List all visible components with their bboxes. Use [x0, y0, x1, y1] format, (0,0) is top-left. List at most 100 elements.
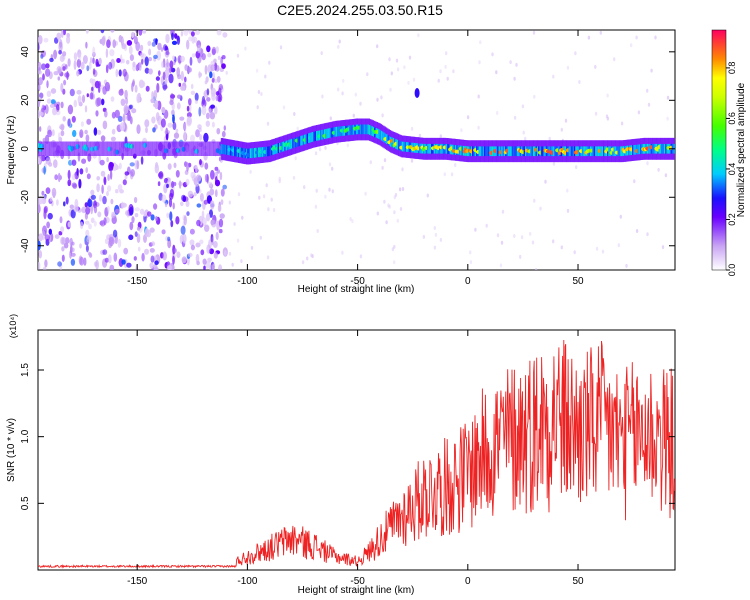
snr-x-tick-label: 50 — [572, 576, 584, 587]
spectrogram-noise-cell — [152, 127, 156, 133]
spectrogram-noise-cell — [396, 67, 400, 72]
spectrogram-noise-cell — [454, 163, 457, 167]
spectrogram-noise-cell — [466, 115, 470, 120]
spectrogram-noise-cell — [124, 89, 128, 100]
spectrogram-noise-cell — [446, 76, 449, 81]
spectrogram-noise-cell — [173, 162, 177, 169]
spectrogram-noise-cell — [121, 259, 126, 265]
spectrogram-noise-cell — [214, 189, 218, 198]
spectrogram-noise-cell — [99, 159, 105, 166]
spectrogram-noise-cell — [646, 161, 649, 166]
spectrogram-noise-cell — [41, 230, 46, 241]
spectrogram-noise-cell — [53, 71, 59, 76]
ridge-cell — [222, 144, 225, 154]
spectrogram-noise-cell — [180, 225, 186, 235]
ridge-cell — [145, 141, 148, 156]
spectrogram-noise-cell — [169, 188, 175, 198]
spectrogram-noise-cell — [407, 80, 410, 85]
spectrogram-noise-cell — [152, 103, 158, 108]
spectrogram-noise-cell — [613, 57, 616, 62]
spectrogram-noise-cell — [40, 63, 47, 70]
spectrogram-noise-cell — [98, 57, 102, 65]
spectrogram-noise-cell — [209, 112, 216, 120]
spectrogram-noise-cell — [59, 54, 65, 63]
spectrogram-noise-cell — [189, 228, 195, 235]
spectrogram-noise-cell — [219, 213, 225, 219]
spectrogram-noise-cell — [156, 82, 160, 93]
spectrogram-noise-cell — [70, 252, 76, 257]
spectrogram-noise-cell — [172, 55, 175, 61]
ridge-cell — [129, 141, 132, 156]
spectrogram-noise-cell — [110, 211, 116, 219]
spectrogram-noise-cell — [257, 90, 261, 94]
spectrogram-noise-cell — [54, 234, 60, 240]
spectrogram-noise-cell — [117, 184, 123, 191]
spectrogram-noise-cell — [129, 104, 133, 109]
spectrogram-noise-cell — [351, 219, 354, 224]
spectrogram-noise-cell — [136, 233, 141, 244]
spectrogram-noise-cell — [630, 43, 633, 48]
spectrogram-noise-cell — [216, 30, 222, 36]
spectrogram-noise-cell — [214, 78, 218, 84]
ridge-cell — [169, 141, 172, 156]
spectrogram-noise-cell — [220, 188, 225, 197]
ridge-cell — [116, 141, 119, 156]
spectrogram-noise-cell — [76, 168, 79, 176]
spectrogram-noise-cell — [85, 167, 88, 174]
spectrogram-noise-cell — [388, 204, 391, 209]
spectrogram-noise-cell — [204, 65, 208, 75]
spectrogram-noise-cell — [150, 214, 155, 221]
spectrogram-noise-cell — [237, 192, 241, 197]
spectrogram-noise-cell — [86, 236, 92, 243]
spectrogram-noise-cell — [564, 118, 568, 123]
spectrogram-noise-cell — [167, 238, 172, 249]
spectrogram-noise-cell — [60, 101, 64, 109]
ridge-cell — [100, 141, 103, 156]
ridge-cell — [633, 145, 636, 155]
spectrogram-noise-cell — [46, 221, 50, 229]
spectrogram-noise-cell — [595, 246, 599, 251]
ridge-cell — [54, 141, 57, 156]
spectrogram-noise-cell — [79, 129, 84, 139]
spectrogram-noise-cell — [495, 70, 498, 75]
spectrogram-noise-cell — [265, 183, 268, 188]
spectrogram-noise-cell — [199, 134, 203, 141]
ridge-cell — [137, 141, 140, 156]
ridge-cell — [179, 141, 183, 156]
spectrogram-noise-cell — [150, 255, 155, 263]
ridge-cell — [491, 146, 495, 157]
spectrogram-noise-cell — [294, 156, 297, 161]
spectrogram-noise-cell — [100, 30, 105, 34]
spectrogram-noise-cell — [158, 70, 161, 76]
spectrogram-noise-cell — [133, 196, 138, 204]
spectrogram-noise-cell — [199, 193, 204, 202]
spectrogram-noise-cell — [166, 212, 170, 218]
spectrogram-x-tick-label: -150 — [127, 276, 147, 287]
spectrogram-noise-cell — [38, 100, 40, 108]
ridge-cell — [80, 141, 83, 156]
spectrogram-noise-cell — [393, 195, 396, 200]
spectrogram-noise-cell — [61, 246, 65, 252]
spectrogram-noise-cell — [213, 241, 218, 248]
spectrogram-noise-cell — [270, 197, 273, 202]
ridge-cell — [445, 144, 448, 154]
spectrogram-noise-cell — [395, 58, 399, 63]
ridge-cell — [239, 147, 242, 158]
spectrogram-noise-cell — [408, 55, 412, 60]
spectrogram-noise-cell — [173, 132, 180, 139]
spectrogram-noise-cell — [566, 188, 569, 193]
spectrogram-noise-cell — [107, 174, 110, 181]
ridge-cell — [366, 124, 369, 135]
spectrogram-noise-cell — [123, 247, 129, 255]
spectrogram-noise-cell — [399, 207, 403, 211]
ridge-cell — [292, 138, 295, 149]
spectrogram-noise-cell — [221, 63, 226, 69]
spectrogram-noise-cell — [316, 229, 319, 233]
spectrogram-noise-cell — [389, 87, 392, 92]
spectrogram-noise-cell — [38, 43, 40, 52]
ridge-cell — [663, 143, 667, 154]
spectrogram-noise-cell — [342, 78, 345, 83]
spectrogram-noise-cell — [133, 36, 138, 45]
ridge-cell — [193, 141, 196, 156]
spectrogram-noise-cell — [102, 86, 107, 95]
